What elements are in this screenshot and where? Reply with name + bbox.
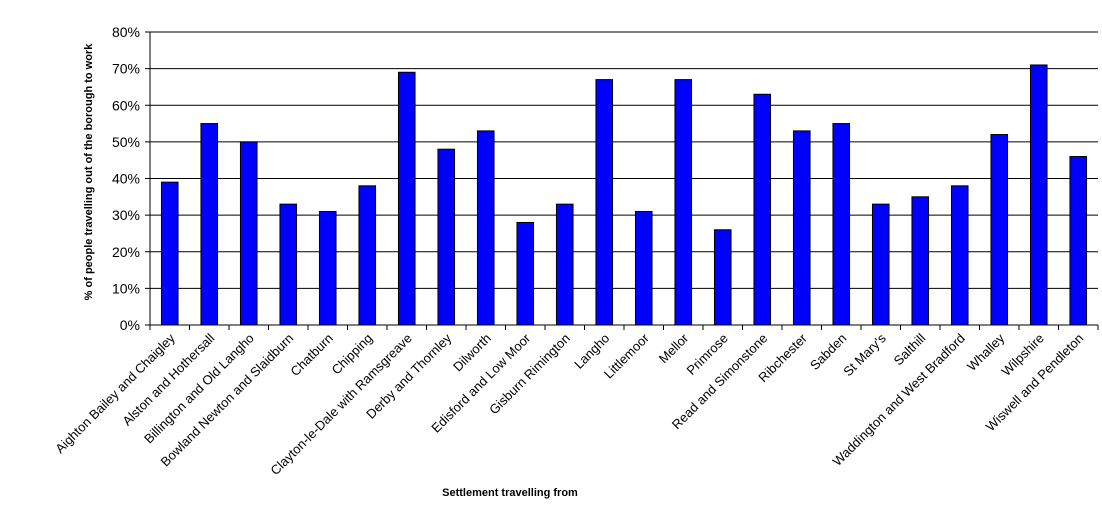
bar [911, 196, 930, 326]
x-tick-label: Clayton-le-Dale with Ramsgreave [267, 331, 415, 479]
gridlines [150, 31, 1098, 289]
y-tick-label: 0% [120, 317, 140, 333]
y-tick-labels: 0% 10% 20% 30% 40% 50% 60% 70% 80% [112, 24, 140, 333]
bar [832, 123, 851, 326]
bar [1029, 64, 1048, 326]
bar [397, 71, 416, 326]
bar [437, 148, 456, 326]
y-tick-label: 10% [112, 280, 140, 296]
y-tick-label: 60% [112, 97, 140, 113]
axes [145, 31, 1099, 330]
bar [792, 130, 811, 326]
bar [160, 181, 179, 326]
bar [1069, 156, 1088, 326]
bar [634, 210, 653, 326]
y-tick-label: 50% [112, 134, 140, 150]
bar [279, 203, 298, 326]
bar [516, 221, 535, 326]
y-tick-label: 80% [112, 24, 140, 40]
y-tick-label: 40% [112, 171, 140, 187]
bars [160, 64, 1088, 326]
bar [990, 134, 1009, 326]
x-tick-label: Salthill [891, 330, 929, 368]
bar [239, 141, 258, 326]
y-axis-title: % of people travelling out of the boroug… [83, 43, 95, 301]
bar [950, 185, 969, 326]
bar [871, 203, 890, 326]
bar [555, 203, 574, 326]
y-tick-label: 30% [112, 207, 140, 223]
x-tick-label: Chatburn [287, 331, 335, 379]
x-tick-label: Mellor [656, 330, 692, 366]
x-tick-label: St Mary's [840, 330, 889, 379]
y-tick-label: 70% [112, 61, 140, 77]
bar [595, 79, 614, 326]
y-tick-label: 20% [112, 244, 140, 260]
bar [200, 123, 219, 326]
x-axis-title: Settlement travelling from [442, 487, 578, 499]
bar [476, 130, 495, 326]
bar [318, 210, 337, 326]
bar [713, 229, 732, 326]
bar [674, 79, 693, 326]
bar [753, 93, 772, 326]
bar [358, 185, 377, 326]
